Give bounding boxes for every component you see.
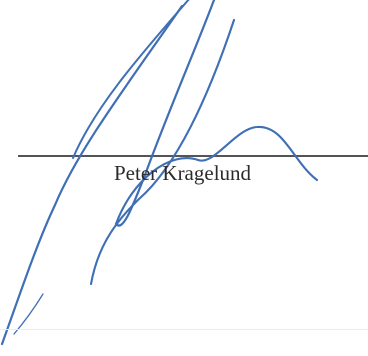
signature-stroke-left-loop — [72, 0, 190, 159]
signature-line — [18, 155, 368, 157]
signature-stroke-center — [114, 0, 216, 227]
bottom-divider — [0, 329, 368, 330]
signature-stroke-descender — [89, 18, 236, 286]
signature-stroke-hook — [114, 125, 319, 226]
signature-stroke-tail — [13, 293, 44, 335]
signer-name: Peter Kragelund — [114, 161, 252, 185]
signature-stroke-main — [0, 4, 184, 346]
